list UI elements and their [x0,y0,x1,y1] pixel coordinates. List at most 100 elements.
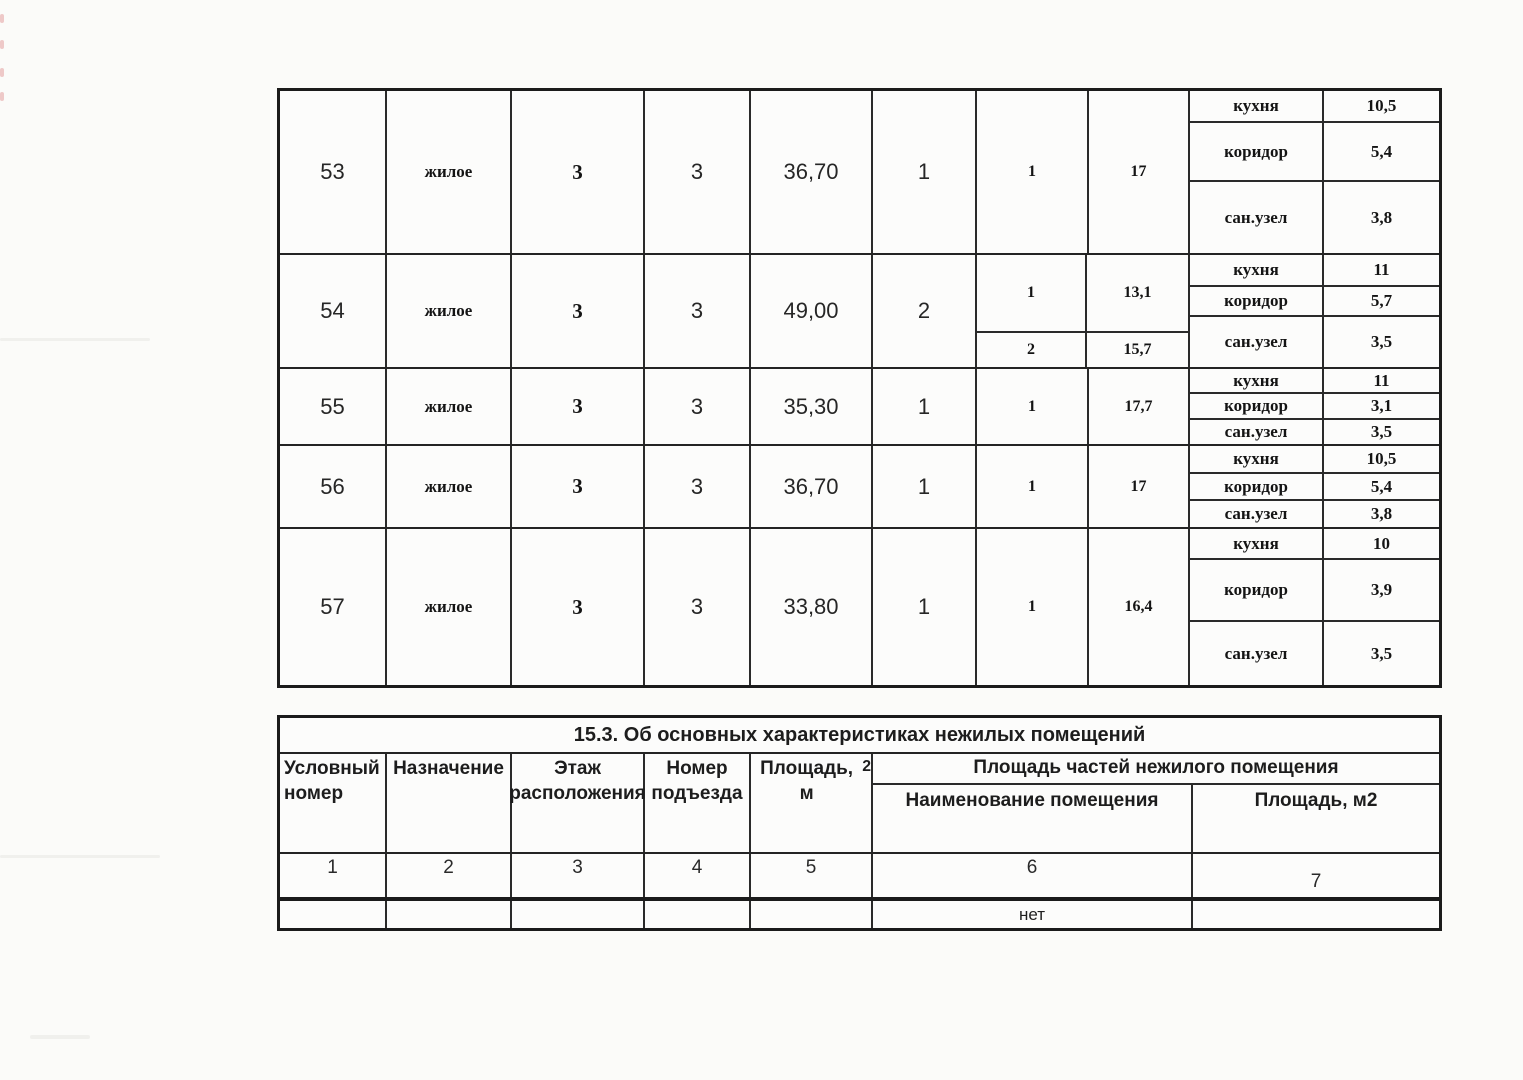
room-area-cell: 17,7 [1089,369,1190,444]
room-number-cell: 1 [977,446,1089,527]
column-number: 2 [387,854,512,897]
part-name-cell: кухня [1190,255,1324,285]
room-row: 1 13,1 [977,255,1188,333]
unit-rooms: 1 13,1 2 15,7 [977,255,1190,367]
part-area-cell: 11 [1373,370,1390,390]
part-row: сан.узел 3,8 [1190,501,1439,527]
part-row: сан.узел 3,5 [1190,420,1439,444]
part-name-cell: сан.узел [1190,420,1324,444]
unit-number-cell: 53 [280,91,387,253]
part-row: коридор 5,4 [1190,474,1439,501]
unit-parts: кухня 11 коридор 5,7 сан.узел 3,5 [1190,255,1439,367]
rooms-count-cell: 1 [873,446,977,527]
part-row: коридор 3,1 [1190,394,1439,420]
empty-cell [512,901,645,928]
empty-cell [387,901,512,928]
room-area-cell: 15,7 [1123,341,1152,358]
header-entrance: Номер подъезда [645,754,751,852]
part-row: кухня 10 [1190,529,1439,560]
empty-cell [280,901,387,928]
scan-artifact [0,338,150,341]
floor-cell: 3 [512,529,645,685]
part-area-cell: 5,4 [1370,141,1393,161]
section-title: 15.3. Об основных характеристиках нежилы… [280,718,1439,754]
column-number: 1 [280,854,387,897]
purpose-cell: жилое [387,91,512,253]
part-name-cell: коридор [1190,560,1324,620]
part-area-cell: 3,8 [1370,504,1393,523]
part-area-cell: 3,9 [1370,580,1393,599]
part-area-cell: 10 [1373,533,1390,553]
column-number: 4 [645,854,751,897]
part-area-cell: 3,5 [1370,332,1393,351]
room-area-cell: 13,1 [1123,284,1152,301]
room-area-cell: 17 [1089,91,1190,253]
column-number: 5 [751,854,873,897]
area-cell: 36,70 [751,91,873,253]
entrance-cell: 3 [645,529,751,685]
nonresidential-table: 15.3. Об основных характеристиках нежилы… [277,715,1442,931]
part-area-cell: 5,7 [1370,291,1393,310]
part-row: сан.узел 3,5 [1190,317,1439,367]
part-name-cell: кухня [1190,369,1324,392]
part-area-cell: 3,5 [1370,422,1393,441]
part-name-cell: кухня [1190,529,1324,558]
scan-artifact [30,1035,90,1039]
header-room-name: Наименование помещения [873,785,1193,852]
scan-artifact [0,855,160,858]
part-area-cell: 3,1 [1370,396,1393,415]
header-floor: Этаж расположения [509,754,646,852]
part-area-cell: 11 [1373,260,1390,279]
entrance-cell: 3 [645,255,751,367]
header-parts-group: Площадь частей нежилого помещения Наимен… [873,754,1439,852]
part-area-cell: 3,8 [1370,207,1393,227]
part-row: кухня 10,5 [1190,91,1439,123]
column-number: 6 [873,854,1193,897]
part-row: кухня 11 [1190,255,1439,287]
scan-artifact [0,14,4,23]
room-name-value: нет [873,901,1193,928]
part-row: сан.узел 3,8 [1190,182,1439,253]
rooms-count-cell: 1 [873,369,977,444]
room-number-cell: 1 [977,91,1089,253]
part-name-cell: кухня [1190,91,1324,121]
empty-cell [751,901,873,928]
purpose-cell: жилое [387,446,512,527]
unit-parts: кухня 11 коридор 3,1 сан.узел 3,5 [1190,369,1439,444]
unit-number-cell: 57 [280,529,387,685]
rooms-count-cell: 1 [873,91,977,253]
part-row: коридор 5,4 [1190,123,1439,182]
rooms-count-cell: 1 [873,529,977,685]
part-area-cell: 10,5 [1366,449,1397,468]
floor-cell: 3 [512,369,645,444]
part-name-cell: сан.узел [1190,182,1324,253]
purpose-cell: жилое [387,369,512,444]
purpose-cell: жилое [387,255,512,367]
header-parts-subrow: Наименование помещения Площадь, м2 [873,785,1439,852]
part-row: кухня 11 [1190,369,1439,394]
unit-number-cell: 56 [280,446,387,527]
room-number-cell: 2 [977,333,1087,367]
table-row: 55 жилое 3 3 35,30 1 1 17,7 кухня 11 кор… [280,369,1439,446]
part-name-cell: кухня [1190,446,1324,472]
unit-parts: кухня 10,5 коридор 5,4 сан.узел 3,8 [1190,446,1439,527]
part-area-cell: 10,5 [1366,96,1397,115]
header-conditional-number: Условный номер [280,754,387,852]
empty-cell [645,901,751,928]
part-name-cell: сан.узел [1190,317,1324,367]
floor-cell: 3 [512,91,645,253]
data-row: нет [280,901,1439,928]
scan-artifact [0,92,4,101]
part-name-cell: коридор [1190,123,1324,180]
table-row: 57 жилое 3 3 33,80 1 1 16,4 кухня 10 кор… [280,529,1439,685]
header-purpose: Назначение [387,754,512,852]
rooms-count-cell: 2 [873,255,977,367]
part-name-cell: коридор [1190,474,1324,499]
area-cell: 49,00 [751,255,873,367]
unit-parts: кухня 10 коридор 3,9 сан.узел 3,5 [1190,529,1439,685]
part-area-cell: 3,5 [1370,643,1393,663]
unit-number-cell: 54 [280,255,387,367]
part-name-cell: коридор [1190,394,1324,418]
room-row: 2 15,7 [977,333,1188,367]
